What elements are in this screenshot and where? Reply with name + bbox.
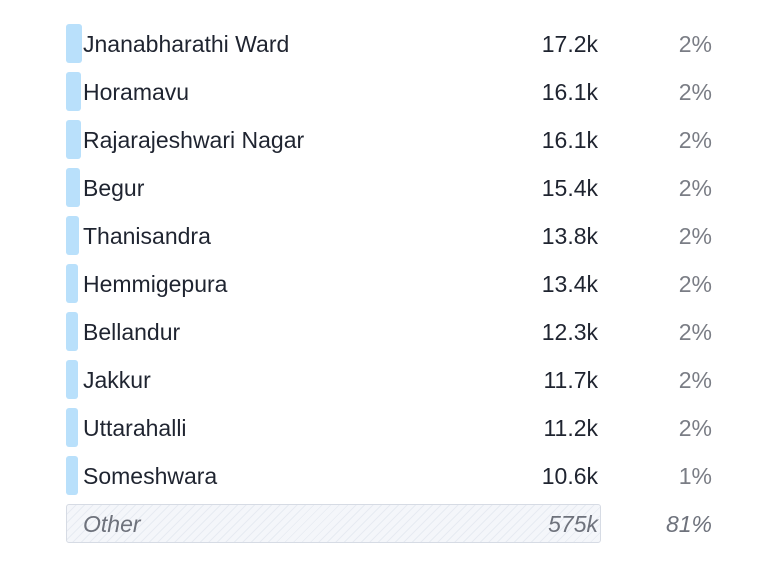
share-bar <box>66 216 79 255</box>
list-item[interactable]: Begur 15.4k 2% <box>66 164 726 212</box>
share-bar <box>66 264 78 303</box>
item-percent: 2% <box>678 367 712 393</box>
share-bar <box>66 120 81 159</box>
other-share-bar <box>66 504 601 543</box>
item-value: 13.4k <box>541 271 598 297</box>
list-item[interactable]: Uttarahalli 11.2k 2% <box>66 404 726 452</box>
item-label: Thanisandra <box>83 223 211 249</box>
list-item-other[interactable]: Other 575k 81% <box>66 500 726 548</box>
item-label: Horamavu <box>83 79 190 105</box>
item-label: Bellandur <box>83 319 181 345</box>
item-percent: 2% <box>678 127 712 153</box>
item-value: 15.4k <box>541 175 598 201</box>
list-item[interactable]: Bellandur 12.3k 2% <box>66 308 726 356</box>
item-value: 17.2k <box>541 31 598 57</box>
list-item[interactable]: Horamavu 16.1k 2% <box>66 68 726 116</box>
item-label: Jnanabharathi Ward <box>83 31 290 57</box>
breakdown-list: Jnanabharathi Ward 17.2k 2% Horamavu 16.… <box>66 20 726 548</box>
item-label: Rajarajeshwari Nagar <box>83 127 305 153</box>
item-label: Begur <box>83 175 145 201</box>
item-value: 16.1k <box>541 127 598 153</box>
list-item[interactable]: Jakkur 11.7k 2% <box>66 356 726 404</box>
item-percent: 2% <box>678 31 712 57</box>
item-percent: 2% <box>678 271 712 297</box>
item-percent: 2% <box>678 79 712 105</box>
list-item[interactable]: Thanisandra 13.8k 2% <box>66 212 726 260</box>
item-value: 16.1k <box>541 79 598 105</box>
item-percent: 1% <box>678 463 712 489</box>
item-value: 13.8k <box>541 223 598 249</box>
item-value: 12.3k <box>541 319 598 345</box>
share-bar <box>66 456 78 495</box>
share-bar <box>66 360 78 399</box>
item-percent: 2% <box>678 175 712 201</box>
share-bar <box>66 168 80 207</box>
share-bar <box>66 24 82 63</box>
item-percent: 2% <box>678 223 712 249</box>
item-value: 10.6k <box>541 463 598 489</box>
other-percent: 81% <box>665 511 712 537</box>
share-bar <box>66 72 81 111</box>
item-percent: 2% <box>678 319 712 345</box>
other-value: 575k <box>548 511 598 537</box>
item-value: 11.2k <box>543 415 598 441</box>
other-label: Other <box>83 511 141 537</box>
list-item[interactable]: Rajarajeshwari Nagar 16.1k 2% <box>66 116 726 164</box>
item-label: Someshwara <box>83 463 218 489</box>
item-value: 11.7k <box>543 367 598 393</box>
item-label: Hemmigepura <box>83 271 228 297</box>
list-item[interactable]: Someshwara 10.6k 1% <box>66 452 726 500</box>
item-label: Jakkur <box>83 367 151 393</box>
item-label: Uttarahalli <box>83 415 187 441</box>
share-bar <box>66 312 78 351</box>
list-item[interactable]: Jnanabharathi Ward 17.2k 2% <box>66 20 726 68</box>
list-item[interactable]: Hemmigepura 13.4k 2% <box>66 260 726 308</box>
item-percent: 2% <box>678 415 712 441</box>
share-bar <box>66 408 78 447</box>
